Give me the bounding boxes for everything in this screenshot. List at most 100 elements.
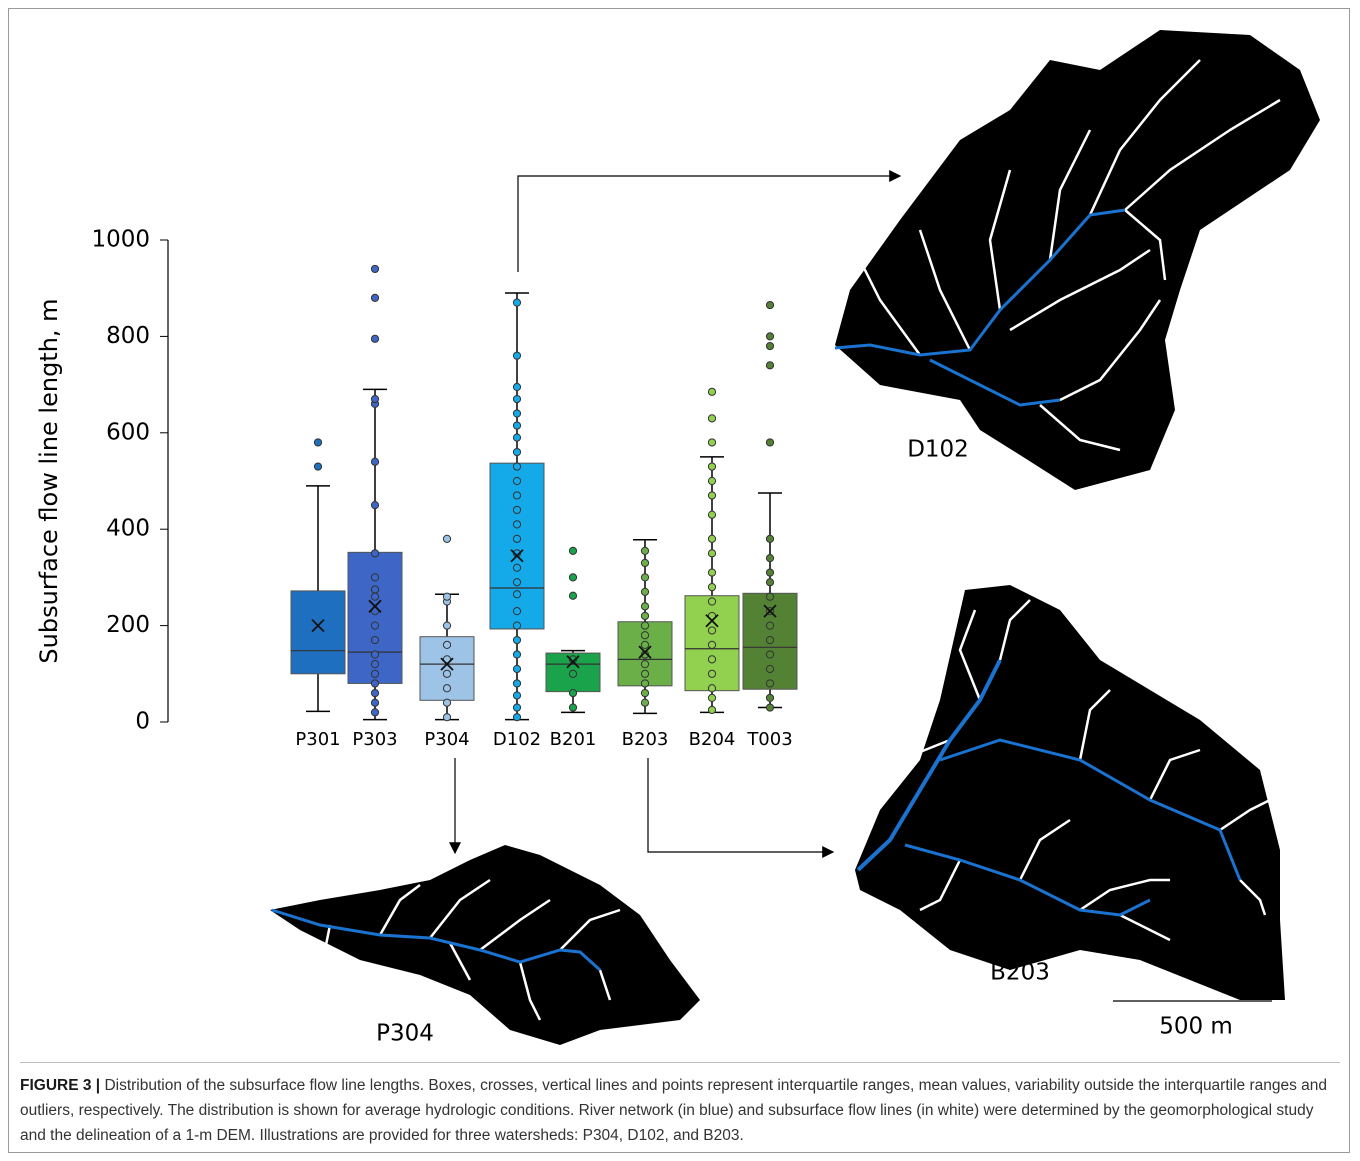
caption: FIGURE 3 | Distribution of the subsurfac…	[20, 1062, 1340, 1148]
point	[641, 680, 648, 687]
point	[766, 680, 773, 687]
point	[569, 574, 576, 581]
point	[513, 636, 520, 643]
x-tick-label: B204	[689, 729, 736, 750]
point	[708, 492, 715, 499]
point	[371, 395, 378, 402]
point	[641, 603, 648, 610]
point	[371, 574, 378, 581]
point	[371, 689, 378, 696]
point	[513, 622, 520, 629]
point	[371, 661, 378, 668]
point	[513, 591, 520, 598]
point	[708, 463, 715, 470]
map-b203	[855, 585, 1285, 1000]
point	[371, 593, 378, 600]
point	[314, 463, 321, 470]
point	[641, 632, 648, 639]
point	[766, 694, 773, 701]
point	[641, 547, 648, 554]
point	[513, 422, 520, 429]
y-tick-label: 200	[106, 612, 150, 638]
point	[569, 592, 576, 599]
point	[513, 535, 520, 542]
point	[641, 612, 648, 619]
point	[513, 463, 520, 470]
point	[371, 636, 378, 643]
y-tick-label: 400	[106, 516, 150, 542]
point	[513, 477, 520, 484]
point	[371, 294, 378, 301]
point	[708, 550, 715, 557]
y-tick-label: 1000	[91, 227, 150, 253]
x-tick-label: B201	[550, 729, 597, 750]
scale-label: 500 m	[1159, 1014, 1233, 1040]
point	[641, 574, 648, 581]
caption-label: FIGURE 3 |	[20, 1077, 100, 1094]
point	[513, 352, 520, 359]
point	[513, 448, 520, 455]
point	[443, 535, 450, 542]
point	[766, 704, 773, 711]
x-tick-label: D102	[493, 729, 541, 750]
box	[490, 463, 544, 629]
point	[371, 699, 378, 706]
box	[291, 591, 345, 674]
point	[766, 579, 773, 586]
map-label: D102	[907, 437, 969, 463]
point	[513, 492, 520, 499]
point	[569, 547, 576, 554]
point	[443, 699, 450, 706]
point	[641, 689, 648, 696]
point	[443, 593, 450, 600]
point	[766, 535, 773, 542]
point	[513, 434, 520, 441]
point	[513, 665, 520, 672]
point	[708, 706, 715, 713]
point	[443, 622, 450, 629]
point	[371, 651, 378, 658]
point	[766, 555, 773, 562]
point	[513, 579, 520, 586]
point	[708, 511, 715, 518]
point	[708, 694, 715, 701]
point	[708, 583, 715, 590]
point	[513, 564, 520, 571]
point	[708, 569, 715, 576]
point	[513, 608, 520, 615]
point	[513, 704, 520, 711]
point	[569, 670, 576, 677]
y-tick-label: 0	[135, 709, 150, 735]
point	[766, 569, 773, 576]
point	[766, 362, 773, 369]
point	[371, 265, 378, 272]
point	[513, 651, 520, 658]
figure: D102 B203 P304 500 m Subsurface flow lin…	[0, 0, 1360, 1060]
point	[513, 714, 520, 721]
point	[371, 502, 378, 509]
point	[371, 622, 378, 629]
point	[708, 685, 715, 692]
point	[513, 383, 520, 390]
point	[641, 699, 648, 706]
arrow	[648, 758, 833, 852]
point	[766, 622, 773, 629]
point	[766, 593, 773, 600]
point	[314, 439, 321, 446]
point	[371, 586, 378, 593]
point	[443, 641, 450, 648]
map-label: B203	[990, 960, 1050, 986]
box-chart: Subsurface flow line length, m 020040060…	[35, 227, 797, 751]
point	[513, 299, 520, 306]
point	[371, 550, 378, 557]
arrow	[518, 176, 900, 272]
y-axis-label: Subsurface flow line length, m	[35, 298, 63, 663]
point	[443, 685, 450, 692]
point	[708, 415, 715, 422]
point	[371, 335, 378, 342]
point	[708, 598, 715, 605]
point	[569, 689, 576, 696]
point	[641, 559, 648, 566]
map-p304	[270, 845, 700, 1045]
point	[443, 670, 450, 677]
